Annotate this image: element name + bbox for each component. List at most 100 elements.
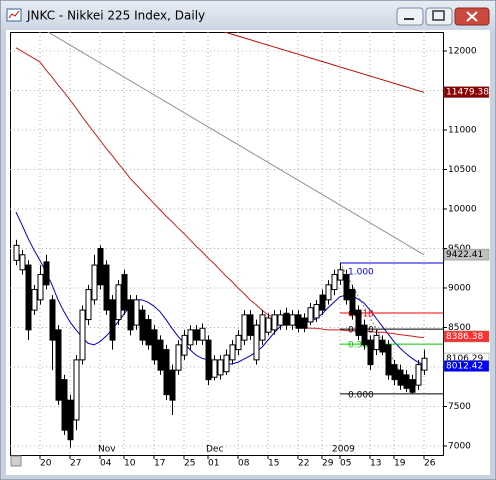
- candle-body: [169, 369, 176, 401]
- fib-label: 0.382: [348, 341, 374, 351]
- candle-body: [361, 324, 368, 346]
- y-tick-label: 7000: [448, 441, 471, 451]
- candle-body: [409, 379, 416, 393]
- price-tag: [443, 248, 490, 261]
- candle-body: [43, 261, 50, 286]
- candle-body: [229, 344, 236, 361]
- candle-body: [121, 274, 128, 311]
- candle-body: [37, 274, 44, 301]
- candle-body: [319, 294, 326, 311]
- candle-body: [367, 339, 374, 366]
- candle-body: [307, 307, 314, 323]
- candle-body: [115, 284, 122, 321]
- candle-body: [97, 247, 104, 286]
- candle-body: [355, 309, 362, 336]
- x-tick-label: 27: [70, 459, 81, 469]
- candle-body: [49, 299, 56, 341]
- maximize-button[interactable]: [425, 7, 453, 26]
- price-tag-label: 8012.42: [446, 362, 483, 372]
- x-tick-label: 05: [340, 459, 351, 469]
- candle-body: [31, 289, 38, 311]
- candle-body: [349, 289, 356, 316]
- minimize-button[interactable]: [396, 7, 424, 26]
- candle-body: [271, 314, 278, 331]
- moving-average-line: [222, 32, 425, 93]
- x-tick-label: 20: [40, 459, 52, 469]
- window-title: JNKC - Nikkei 225 Index, Daily: [26, 9, 205, 23]
- price-tag: [443, 86, 490, 98]
- month-label: Nov: [98, 445, 116, 455]
- x-tick-label: 29: [322, 459, 334, 469]
- month-label: 2009: [332, 445, 355, 455]
- candle-body: [61, 379, 68, 431]
- x-tick-label: 01: [208, 459, 219, 469]
- price-tag-label: 9422.41: [446, 250, 483, 260]
- candle-body: [379, 339, 386, 353]
- price-tag: [443, 330, 490, 343]
- x-tick-label: 25: [184, 459, 195, 469]
- candle-body: [67, 399, 74, 441]
- candle-body: [301, 317, 308, 329]
- candle-body: [133, 299, 140, 326]
- candle-body: [163, 349, 170, 396]
- candle-body: [415, 364, 422, 386]
- scroll-box[interactable]: [10, 455, 22, 467]
- candle-body: [157, 339, 164, 371]
- candle-body: [391, 364, 398, 381]
- candle-body: [283, 312, 290, 326]
- candle-body: [55, 329, 62, 401]
- y-tick-label: 11000: [448, 125, 477, 135]
- fib-label: 1.000: [348, 268, 374, 278]
- x-tick-label: 08: [238, 459, 250, 469]
- candle-body: [85, 289, 92, 321]
- candle-body: [205, 339, 212, 381]
- candle-body: [211, 359, 218, 378]
- candle-body: [397, 369, 404, 386]
- candle-body: [289, 314, 296, 326]
- moving-average-line: [47, 32, 425, 256]
- candle-body: [313, 304, 320, 319]
- candle-body: [403, 374, 410, 389]
- candle-body: [343, 274, 350, 301]
- price-tag-label: 8106.29: [446, 354, 483, 364]
- candle-body: [187, 329, 194, 346]
- candle-body: [265, 317, 272, 333]
- x-tick-label: 22: [298, 459, 309, 469]
- candle-body: [325, 284, 332, 301]
- candle-body: [151, 329, 158, 361]
- candle-body: [295, 314, 302, 329]
- price-tag: [443, 360, 490, 372]
- candle-body: [253, 324, 260, 361]
- candle-body: [373, 334, 380, 351]
- x-tick-label: 26: [424, 459, 436, 469]
- window-icon: [6, 8, 22, 22]
- y-tick-label: 12000: [448, 46, 477, 56]
- x-tick-label: 17: [154, 459, 165, 469]
- candle-body: [247, 314, 254, 336]
- y-tick-label: 8500: [448, 323, 471, 333]
- candle-body: [109, 299, 116, 341]
- candle-body: [337, 269, 344, 281]
- candle-body: [277, 314, 284, 326]
- candle-body: [25, 264, 32, 331]
- x-tick-label: 15: [268, 459, 279, 469]
- candle-body: [103, 264, 110, 311]
- candle-body: [139, 309, 146, 341]
- candle-body: [91, 264, 98, 301]
- y-tick-label: 9000: [448, 283, 471, 293]
- candle-body: [241, 314, 248, 341]
- y-tick-label: 10500: [448, 165, 477, 175]
- candle-body: [19, 254, 26, 271]
- y-tick-label: 7500: [448, 402, 471, 412]
- price-tag-label: 11479.38: [446, 88, 489, 98]
- candle-body: [73, 359, 80, 421]
- chart-background: [6, 30, 490, 475]
- candle-body: [193, 329, 200, 341]
- price-tag-label: 8386.38: [446, 332, 483, 342]
- candle-body: [199, 327, 206, 341]
- close-button[interactable]: [454, 7, 490, 26]
- candle-body: [13, 244, 20, 261]
